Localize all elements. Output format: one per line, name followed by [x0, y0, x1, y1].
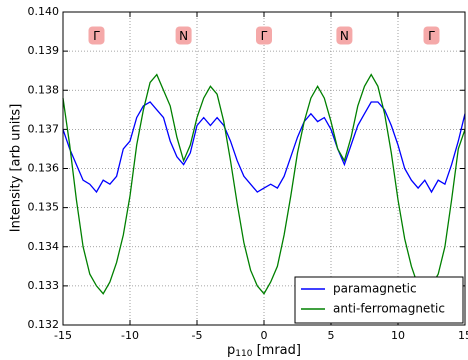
x-tick-label: -15 [54, 329, 72, 342]
x-tick-label: 0 [261, 329, 268, 342]
annotation-box [423, 26, 440, 45]
y-tick-label: 0.138 [28, 83, 60, 96]
data-line [62, 101, 466, 194]
x-tick-label: 10 [391, 329, 405, 342]
y-tick-label: 0.139 [28, 44, 60, 57]
annotation: N [340, 29, 349, 43]
legend-box [294, 276, 464, 324]
y-tick-label: 0.140 [28, 5, 60, 18]
annotation: N [179, 29, 188, 43]
x-tick-label: -5 [192, 329, 203, 342]
y-tick-label: 0.132 [28, 318, 60, 331]
y-tick-label: 0.133 [28, 279, 60, 292]
legend-label: paramagnetic [333, 282, 417, 296]
y-tick-label: 0.136 [28, 162, 60, 175]
annotation-box [336, 26, 353, 45]
x-tick-label: -10 [121, 329, 139, 342]
y-tick-label: 0.135 [28, 201, 60, 214]
data-line [62, 73, 466, 295]
annotation: Γ [261, 29, 268, 43]
legend-label: anti-ferromagnetic [333, 302, 445, 316]
annotation: Γ [428, 29, 435, 43]
annotation-box [256, 26, 272, 45]
y-axis-label: Intensity [arb units] [9, 104, 24, 233]
x-axis-label: p110 [mrad] [227, 343, 301, 359]
x-tick-label: 5 [328, 329, 335, 342]
x-label-rest: [mrad] [252, 343, 301, 358]
x-tick-label: 15 [458, 329, 468, 342]
annotation-box [175, 26, 192, 45]
y-tick-label: 0.134 [28, 240, 60, 253]
x-label-sub: 110 [235, 349, 252, 359]
plot-frame [62, 11, 466, 326]
annotation: Γ [93, 29, 100, 43]
y-tick-label: 0.137 [28, 122, 60, 135]
annotation-box [88, 26, 105, 45]
x-label-base: p [227, 343, 235, 358]
